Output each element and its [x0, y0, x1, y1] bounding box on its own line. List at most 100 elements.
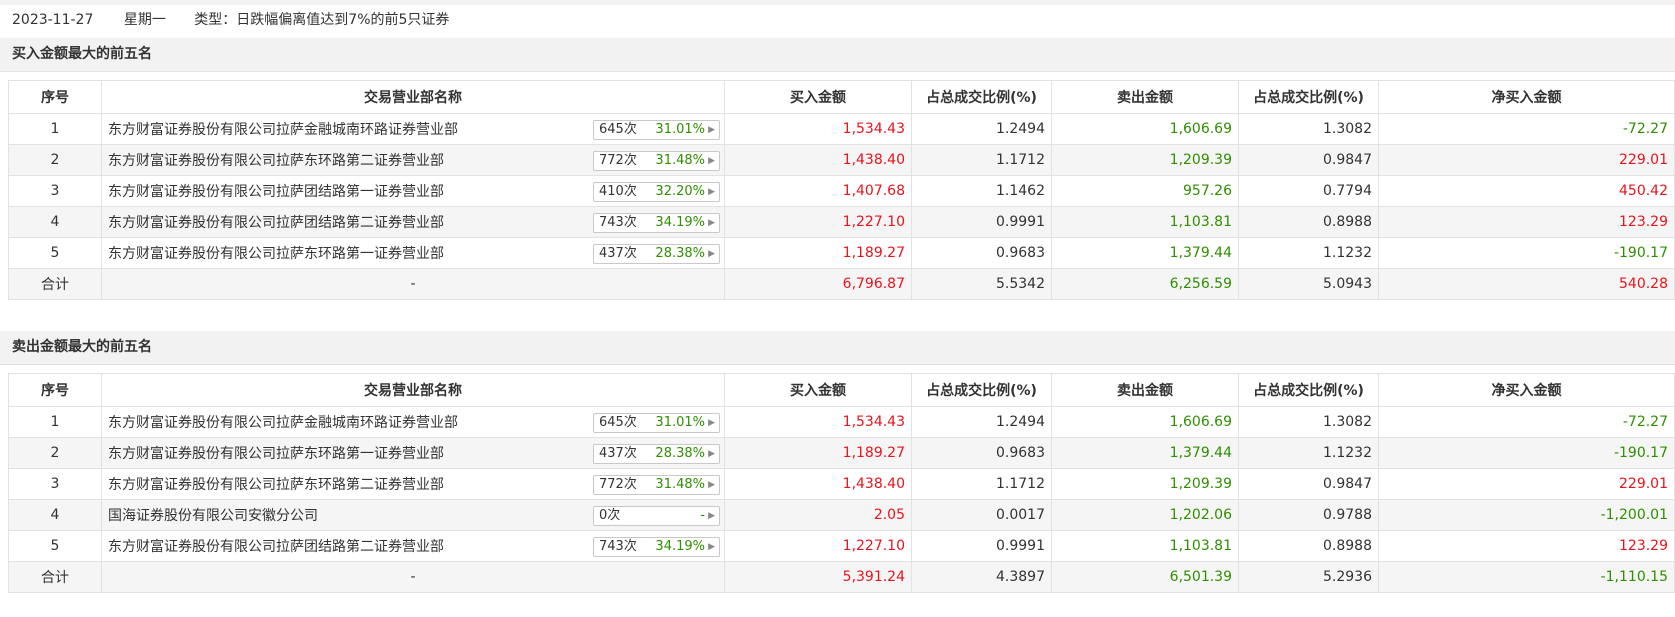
branch-stats-button[interactable]: 437次 28.38% ▶: [593, 244, 720, 264]
branch-name-link[interactable]: 东方财富证券股份有限公司拉萨东环路第一证券营业部: [108, 446, 444, 462]
col-header-net-buy: 净买入金额: [1378, 80, 1675, 114]
trade-date: 2023-11-27: [12, 12, 94, 28]
buy-amount: 1,227.10: [724, 206, 912, 238]
listing-count: 0次: [599, 508, 621, 523]
trade-weekday: 星期一: [123, 12, 166, 28]
table-header-row: 序号 交易营业部名称 买入金额 占总成交比例(%) 卖出金额 占总成交比例(%) 净买入金额: [8, 373, 1675, 407]
col-header-sell-amount: 卖出金额: [1051, 80, 1239, 114]
col-header-branch-name: 交易营业部名称: [101, 373, 725, 407]
branch-name-link[interactable]: 国海证券股份有限公司安徽分公司: [108, 508, 318, 524]
branch-name-cell: 东方财富证券股份有限公司拉萨团结路第二证券营业部 743次 34.19% ▶: [101, 206, 725, 238]
branch-name-cell: 东方财富证券股份有限公司拉萨东环路第一证券营业部 437次 28.38% ▶: [101, 237, 725, 269]
net-buy-amount: 229.01: [1378, 144, 1675, 176]
table-row: 4 国海证券股份有限公司安徽分公司 0次 - ▶ 2.05 0.0017 1,202.06 0.…: [8, 499, 1675, 531]
table-row: 2 东方财富证券股份有限公司拉萨东环路第二证券营业部 772次 31.48% ▶ 1,43…: [8, 144, 1675, 176]
caret-right-icon: ▶: [708, 249, 715, 259]
buy-top5-section-title: 买入金额最大的前五名: [0, 38, 1675, 72]
total-sell-amount: 6,501.39: [1051, 561, 1239, 593]
caret-right-icon: ▶: [708, 511, 715, 521]
branch-name-link[interactable]: 东方财富证券股份有限公司拉萨团结路第二证券营业部: [108, 539, 444, 555]
buy-ratio: 1.1462: [911, 175, 1052, 207]
listing-count: 437次: [599, 246, 637, 261]
branch-name-link[interactable]: 东方财富证券股份有限公司拉萨团结路第一证券营业部: [108, 184, 444, 200]
sell-amount: 1,103.81: [1051, 206, 1239, 238]
buy-amount: 1,534.43: [724, 113, 912, 145]
row-index: 4: [8, 206, 102, 238]
caret-right-icon: ▶: [708, 187, 715, 197]
listing-count: 743次: [599, 539, 637, 554]
buy-amount: 2.05: [724, 499, 912, 531]
win-rate: 34.19%: [655, 539, 705, 554]
branch-name-link[interactable]: 东方财富证券股份有限公司拉萨金融城南环路证券营业部: [108, 122, 458, 138]
sell-top5-table: 序号 交易营业部名称 买入金额 占总成交比例(%) 卖出金额 占总成交比例(%) 净买入金额…: [8, 373, 1675, 593]
net-buy-amount: 123.29: [1378, 206, 1675, 238]
buy-amount: 1,189.27: [724, 437, 912, 469]
caret-right-icon: ▶: [708, 218, 715, 228]
win-rate: 31.01%: [655, 122, 705, 137]
branch-stats-button[interactable]: 743次 34.19% ▶: [593, 537, 720, 557]
col-header-buy-ratio: 占总成交比例(%): [911, 373, 1052, 407]
col-header-sell-ratio: 占总成交比例(%): [1238, 373, 1379, 407]
branch-stats-button[interactable]: 437次 28.38% ▶: [593, 444, 720, 464]
sell-amount: 1,103.81: [1051, 530, 1239, 562]
row-index: 3: [8, 175, 102, 207]
listing-count: 743次: [599, 215, 637, 230]
buy-amount: 1,438.40: [724, 144, 912, 176]
buy-ratio: 0.9683: [911, 237, 1052, 269]
info-bar: 2023-11-27 星期一 类型：日跌幅偏离值达到7%的前5只证券: [12, 10, 449, 30]
table-row: 5 东方财富证券股份有限公司拉萨东环路第一证券营业部 437次 28.38% ▶ 1,18…: [8, 237, 1675, 269]
branch-name-link[interactable]: 东方财富证券股份有限公司拉萨东环路第二证券营业部: [108, 477, 444, 493]
table-row: 2 东方财富证券股份有限公司拉萨东环路第一证券营业部 437次 28.38% ▶ 1,18…: [8, 437, 1675, 469]
branch-stats-button[interactable]: 645次 31.01% ▶: [593, 413, 720, 433]
sell-ratio: 1.1232: [1238, 437, 1379, 469]
branch-stats-button[interactable]: 645次 31.01% ▶: [593, 120, 720, 140]
total-row: 合计 -5,391.24 4.3897 6,501.39 5.2936 -1,110.15: [8, 561, 1675, 593]
win-rate: 31.48%: [655, 477, 705, 492]
branch-stats-button[interactable]: 410次 32.20% ▶: [593, 182, 720, 202]
net-buy-amount: -190.17: [1378, 437, 1675, 469]
win-rate: 28.38%: [655, 246, 705, 261]
buy-ratio: 0.0017: [911, 499, 1052, 531]
win-rate: 28.38%: [655, 446, 705, 461]
branch-name-link[interactable]: 东方财富证券股份有限公司拉萨东环路第一证券营业部: [108, 246, 444, 262]
win-rate: 31.01%: [655, 415, 705, 430]
listing-count: 772次: [599, 477, 637, 492]
net-buy-amount: 229.01: [1378, 468, 1675, 500]
branch-name-cell: 东方财富证券股份有限公司拉萨东环路第二证券营业部 772次 31.48% ▶: [101, 468, 725, 500]
sell-ratio: 1.3082: [1238, 113, 1379, 145]
sell-amount: 957.26: [1051, 175, 1239, 207]
col-header-sell-amount: 卖出金额: [1051, 373, 1239, 407]
branch-name-cell: 东方财富证券股份有限公司拉萨东环路第一证券营业部 437次 28.38% ▶: [101, 437, 725, 469]
total-name: -: [101, 561, 725, 593]
branch-name-cell: 国海证券股份有限公司安徽分公司 0次 - ▶: [101, 499, 725, 531]
branch-stats-button[interactable]: 0次 - ▶: [593, 506, 720, 526]
sell-ratio: 1.3082: [1238, 406, 1379, 438]
col-header-sell-ratio: 占总成交比例(%): [1238, 80, 1379, 114]
sell-ratio: 0.9847: [1238, 468, 1379, 500]
sell-ratio: 0.8988: [1238, 530, 1379, 562]
row-index: 1: [8, 113, 102, 145]
table-header-row: 序号 交易营业部名称 买入金额 占总成交比例(%) 卖出金额 占总成交比例(%) 净买入金额: [8, 80, 1675, 114]
sell-amount: 1,202.06: [1051, 499, 1239, 531]
sell-amount: 1,209.39: [1051, 144, 1239, 176]
branch-stats-button[interactable]: 772次 31.48% ▶: [593, 151, 720, 171]
sell-amount: 1,606.69: [1051, 406, 1239, 438]
total-buy-ratio: 5.5342: [911, 268, 1052, 300]
branch-stats-button[interactable]: 743次 34.19% ▶: [593, 213, 720, 233]
net-buy-amount: -72.27: [1378, 113, 1675, 145]
buy-amount: 1,407.68: [724, 175, 912, 207]
branch-name-link[interactable]: 东方财富证券股份有限公司拉萨团结路第二证券营业部: [108, 215, 444, 231]
top-strip: [0, 0, 1675, 5]
branch-name-link[interactable]: 东方财富证券股份有限公司拉萨金融城南环路证券营业部: [108, 415, 458, 431]
total-row: 合计 -6,796.87 5.5342 6,256.59 5.0943 540.28: [8, 268, 1675, 300]
caret-right-icon: ▶: [708, 449, 715, 459]
table-row: 1 东方财富证券股份有限公司拉萨金融城南环路证券营业部 645次 31.01% ▶ 1,5…: [8, 113, 1675, 145]
table-row: 1 东方财富证券股份有限公司拉萨金融城南环路证券营业部 645次 31.01% ▶ 1,5…: [8, 406, 1675, 438]
listing-count: 410次: [599, 184, 637, 199]
branch-name-link[interactable]: 东方财富证券股份有限公司拉萨东环路第二证券营业部: [108, 153, 444, 169]
row-index: 2: [8, 144, 102, 176]
row-index: 4: [8, 499, 102, 531]
sell-amount: 1,379.44: [1051, 237, 1239, 269]
branch-stats-button[interactable]: 772次 31.48% ▶: [593, 475, 720, 495]
total-sell-ratio: 5.0943: [1238, 268, 1379, 300]
